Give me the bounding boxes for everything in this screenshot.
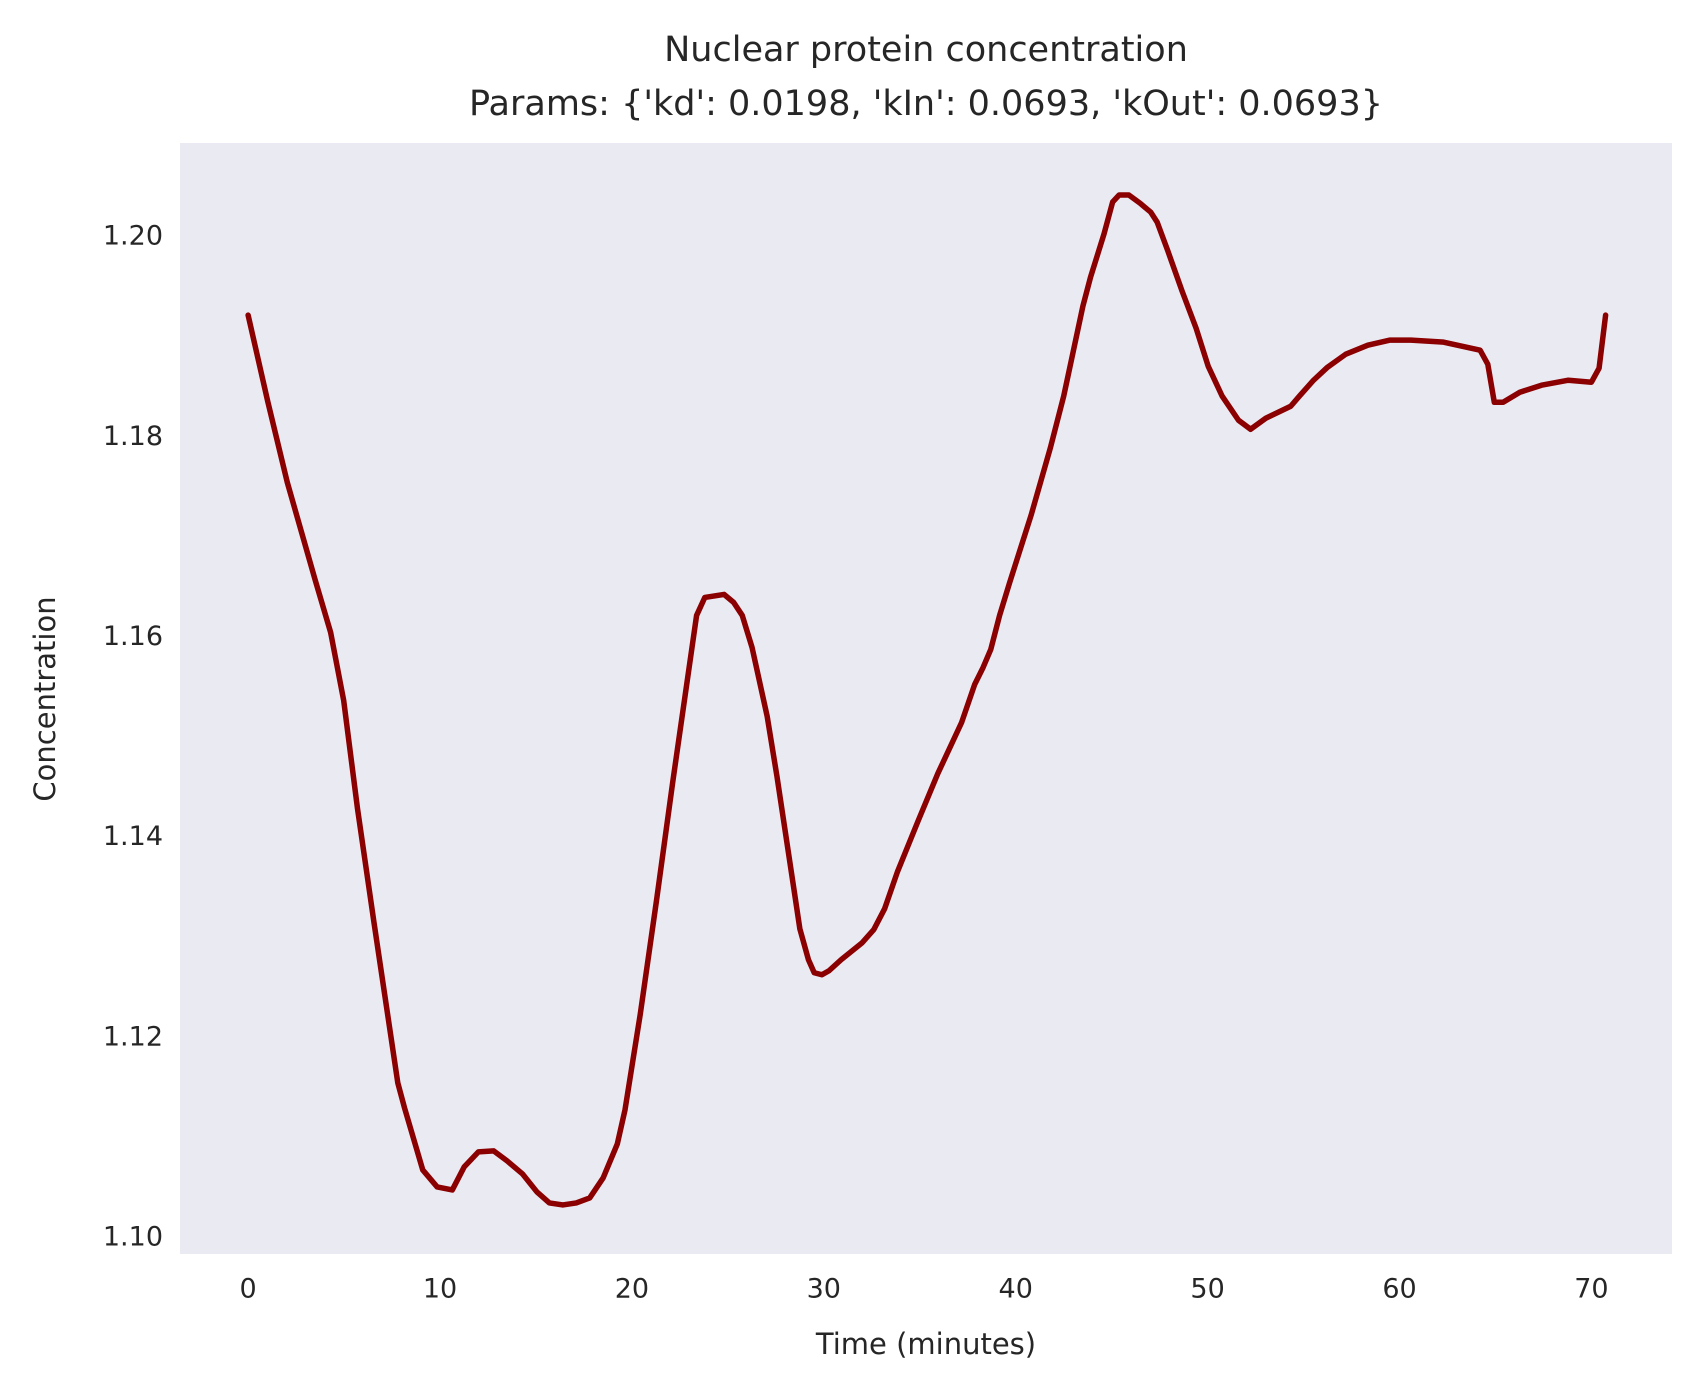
x-axis-label: Time (minutes) [815,1327,1036,1361]
y-tick-label: 1.14 [103,821,163,852]
data-line [245,192,1609,1208]
x-tick-label: 10 [423,1274,457,1305]
x-tick-label: 0 [240,1274,257,1305]
x-tick-label: 30 [807,1274,841,1305]
y-tick-label: 1.12 [103,1021,163,1052]
x-tick-label: 60 [1382,1274,1416,1305]
y-tick-label: 1.10 [103,1221,163,1252]
x-tick-label: 50 [1190,1274,1224,1305]
x-tick-label: 70 [1574,1274,1608,1305]
y-tick-label: 1.18 [103,421,163,452]
chart-subtitle: Params: {'kd': 0.0198, 'kIn': 0.0693, 'k… [469,84,1383,124]
x-tick-label: 20 [615,1274,649,1305]
y-tick-label: 1.20 [103,221,163,252]
y-axis-label: Concentration [28,596,62,801]
x-tick-label: 40 [999,1274,1033,1305]
plot-area [180,143,1672,1254]
chart-title: Nuclear protein concentration [664,30,1188,70]
y-tick-label: 1.16 [103,621,163,652]
